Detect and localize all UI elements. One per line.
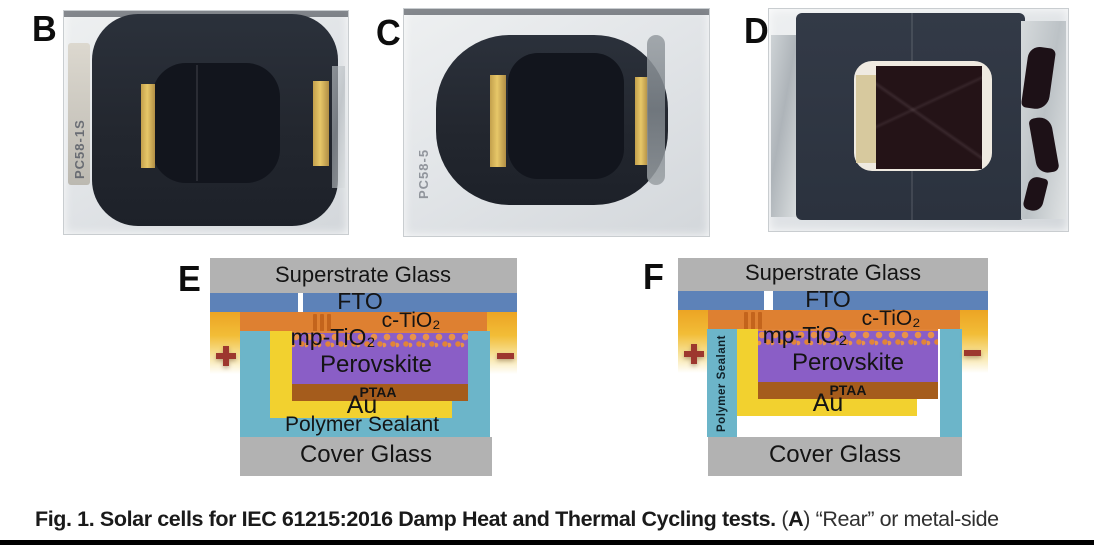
contact-finger [327, 314, 331, 334]
panel-label-b: B [32, 8, 57, 49]
fto-layer [678, 291, 988, 310]
label-mp-tio2: mp-TiO₂ [762, 322, 848, 348]
label-ptaa: PTAA [359, 384, 397, 400]
photo-solar-cell-b: PC58-1S [63, 10, 349, 235]
label-polymer-sealant: Polymer Sealant [284, 413, 440, 436]
negative-terminal-icon [497, 353, 514, 359]
au-layer [270, 401, 452, 418]
page-rule [0, 540, 1094, 545]
positive-terminal-icon [684, 344, 704, 364]
fto-scribe-gap [764, 291, 773, 310]
polymer-sealant-column-right [940, 329, 962, 437]
mp-tio2-layer [292, 331, 468, 350]
cover-glass-layer [708, 437, 962, 476]
cell-active-window [152, 63, 280, 183]
external-contact-right [487, 312, 517, 374]
sample-id-etch-b: PC58-1S [72, 119, 87, 179]
caption-fig-label: Fig. 1. [35, 507, 95, 531]
label-superstrate-glass: Superstrate Glass [744, 260, 922, 285]
negative-terminal-icon [964, 350, 981, 356]
cell-active-window [508, 53, 624, 179]
label-ptaa: PTAA [829, 382, 867, 398]
superstrate-glass-layer [678, 258, 988, 291]
gold-contact-left [490, 75, 506, 167]
device-schematic-f: Polymer Sealant Superstrate Glass FTO c-… [678, 258, 988, 476]
label-perovskite: Perovskite [319, 351, 433, 378]
au-layer [737, 399, 917, 416]
au-riser [270, 331, 293, 418]
label-superstrate-glass: Superstrate Glass [274, 262, 452, 287]
gray-smear [647, 35, 665, 185]
label-au: Au [346, 391, 378, 419]
caption-paren-open: ( [781, 507, 789, 531]
label-c-tio2: c-TiO₂ [381, 309, 441, 332]
sample-id-etch-c: PC58-5 [416, 148, 431, 199]
cover-glass-layer [240, 437, 492, 476]
c-tio2-layer [240, 312, 487, 331]
foil-smear [332, 66, 345, 188]
positive-terminal-icon [216, 346, 236, 366]
contact-finger [751, 312, 755, 332]
fto-layer [210, 293, 517, 312]
caption-paren-close: ) [803, 507, 810, 531]
gold-contact-left [141, 84, 155, 168]
scribe-line [196, 65, 198, 181]
gold-contact-right [635, 77, 648, 165]
label-mp-tio2: mp-TiO₂ [290, 324, 376, 350]
foil-edge-left [771, 35, 797, 217]
ptaa-layer [292, 384, 468, 401]
contact-finger [758, 312, 762, 332]
chip-top-edge [404, 9, 709, 15]
label-perovskite: Perovskite [791, 349, 905, 376]
caption-title: Solar cells for IEC 61215:2016 Damp Heat… [99, 507, 776, 531]
panel-label-c: C [376, 12, 401, 53]
panel-label-d: D [744, 10, 769, 51]
gold-contact-right [313, 81, 329, 166]
superstrate-glass-layer [210, 258, 517, 293]
external-contact-right [960, 310, 988, 373]
contact-finger [320, 314, 324, 334]
label-polymer-sealant-vertical: Polymer Sealant [716, 334, 728, 432]
label-fto: FTO [805, 286, 851, 312]
contact-finger [744, 312, 748, 332]
label-c-tio2: c-TiO₂ [861, 307, 921, 330]
fto-scribe-gap [298, 293, 303, 312]
device-schematic-e: Superstrate Glass FTO c-TiO₂ mp-TiO₂ Per… [210, 258, 517, 476]
label-cover-glass: Cover Glass [768, 441, 902, 468]
perovskite-layer [292, 348, 468, 384]
degraded-perovskite-square [876, 66, 982, 169]
photo-solar-cell-d [768, 8, 1069, 232]
label-fto: FTO [337, 288, 383, 314]
au-riser [737, 329, 758, 416]
contact-finger [313, 314, 317, 334]
panel-label-e: E [178, 258, 201, 299]
label-cover-glass: Cover Glass [299, 441, 433, 468]
label-au: Au [812, 389, 844, 417]
c-tio2-layer [708, 310, 960, 329]
polymer-sealant-column-left: Polymer Sealant [707, 329, 737, 437]
figure-caption: Fig. 1. Solar cells for IEC 61215:2016 D… [35, 507, 1075, 532]
mp-tio2-layer [758, 329, 938, 348]
photo-solar-cell-c: PC58-5 [403, 8, 710, 237]
etched-label-strip [68, 43, 90, 185]
ptaa-layer [758, 382, 938, 399]
caption-text: “Rear” or metal-side [815, 507, 1000, 531]
perovskite-layer [758, 346, 938, 382]
panel-label-f: F [643, 256, 664, 297]
caption-panel-letter: A [788, 507, 804, 531]
